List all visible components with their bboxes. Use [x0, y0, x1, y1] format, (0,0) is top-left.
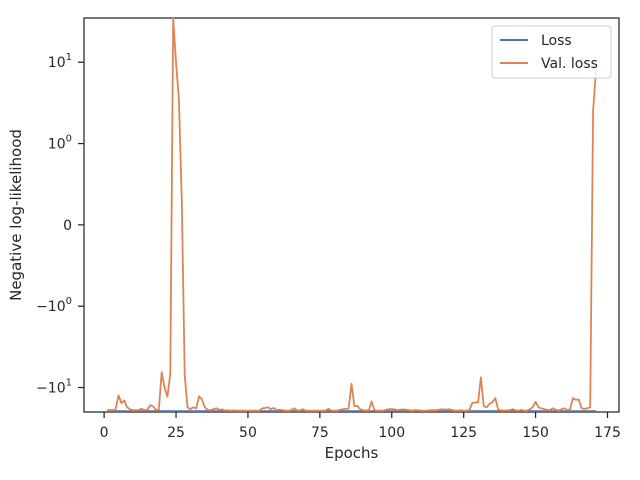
x-tick-label: 125 [450, 425, 477, 441]
x-tick-label: 25 [167, 425, 185, 441]
legend: Loss Val. loss [491, 25, 612, 79]
series-layer [106, 17, 597, 412]
y-axis: 101 100 0 −100 −101 [36, 52, 84, 397]
y-tick-label: 101 [48, 52, 72, 71]
x-tick-label: 100 [378, 425, 405, 441]
x-tick-label: 150 [522, 425, 549, 441]
y-tick-label: 0 [63, 218, 72, 234]
x-tick-label: 0 [100, 425, 109, 441]
legend-label: Loss [541, 33, 572, 49]
y-tick-label: 100 [48, 134, 72, 153]
y-tick-label: −100 [36, 296, 72, 315]
x-tick-label: 50 [239, 425, 257, 441]
y-tick-label: −101 [36, 378, 72, 397]
x-tick-label: 75 [311, 425, 329, 441]
legend-label: Val. loss [541, 56, 598, 72]
x-axis-label: Epochs [325, 444, 379, 462]
x-axis: 0 25 50 75 100 125 150 175 [100, 412, 621, 441]
series-line-1 [106, 17, 597, 412]
y-axis-label: Negative log-likelihood [7, 129, 25, 301]
x-tick-label: 175 [594, 425, 621, 441]
